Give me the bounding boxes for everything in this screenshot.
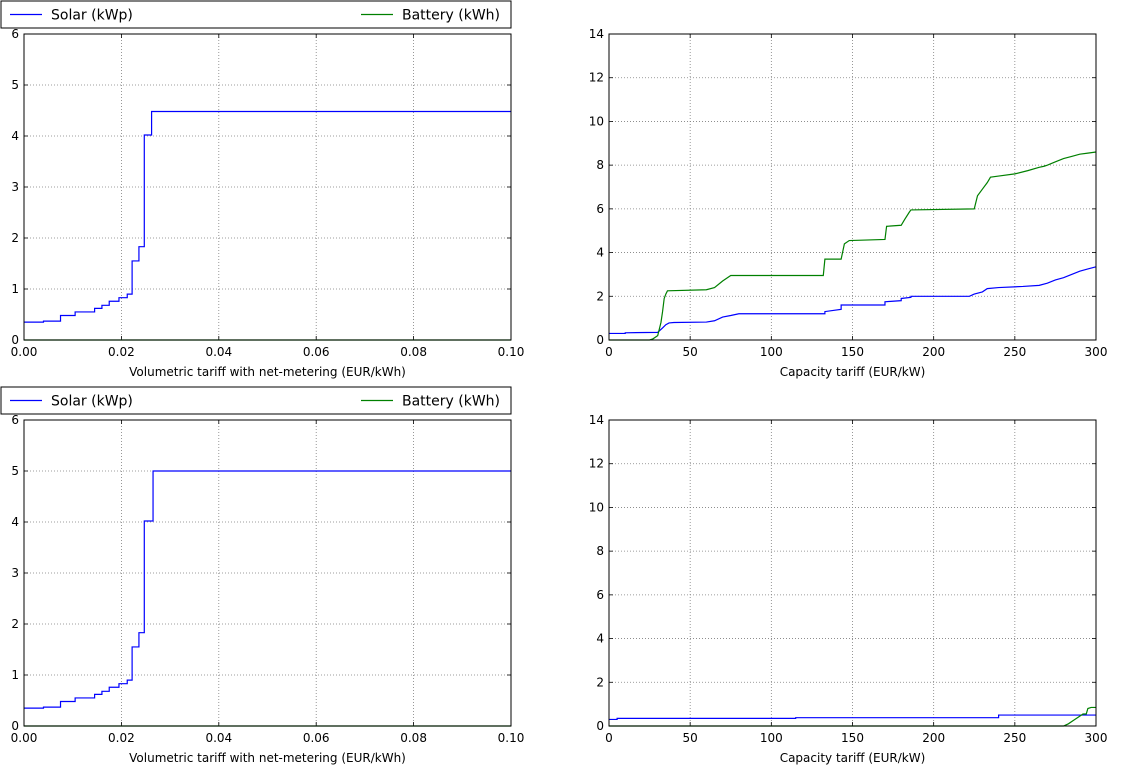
series-line-battery — [609, 151, 1097, 341]
x-tick-label: 200 — [922, 731, 945, 745]
y-tick-label: 2 — [11, 617, 19, 631]
legend: Solar (kWp) Battery (kWh) — [0, 0, 512, 29]
x-tick-label: 0 — [605, 345, 613, 359]
x-tick-label: 150 — [841, 345, 864, 359]
y-tick-label: 10 — [589, 114, 604, 128]
x-tick-label: 250 — [1003, 345, 1026, 359]
y-tick-label: 6 — [11, 413, 19, 427]
y-tick-label: 2 — [596, 675, 604, 689]
y-tick-label: 4 — [11, 129, 19, 143]
y-tick-label: 0 — [596, 333, 604, 347]
chart-panel-1: 0.00 0.02 0.04 0.06 0.08 0.10 0 1 2 3 4 5 6 Volumetri… — [0, 0, 525, 379]
x-tick-label: 0.06 — [303, 731, 330, 745]
y-tick-label: 4 — [11, 515, 19, 529]
y-tick-label: 4 — [596, 632, 604, 646]
legend-label-battery: Battery (kWh) — [402, 8, 500, 24]
y-tick-label: 8 — [596, 158, 604, 172]
x-tick-label: 250 — [1003, 731, 1026, 745]
y-tick-label: 5 — [11, 464, 19, 478]
legend: Solar (kWp) Battery (kWh) — [0, 386, 512, 415]
x-tick-label: 100 — [760, 345, 783, 359]
plot-frame — [23, 33, 512, 341]
y-tick-label: 6 — [596, 202, 604, 216]
series-line-solar — [24, 110, 511, 323]
x-tick-label: 50 — [683, 731, 698, 745]
x-tick-label: 0.00 — [11, 731, 38, 745]
x-tick-label: 0.02 — [108, 731, 135, 745]
x-tick-label: 300 — [1085, 731, 1108, 745]
x-tick-label: 0.02 — [108, 345, 135, 359]
series-line-solar — [24, 470, 511, 709]
legend-box — [0, 386, 512, 415]
plot-frame — [608, 419, 1097, 727]
x-tick-label: 200 — [922, 345, 945, 359]
x-axis-label: Capacity tariff (EUR/kW) — [780, 751, 926, 765]
y-tick-label: 10 — [589, 500, 604, 514]
y-tick-label: 1 — [11, 668, 19, 682]
y-tick-label: 8 — [596, 544, 604, 558]
x-axis-label: Volumetric tariff with net-metering (EUR… — [129, 365, 406, 379]
plot-frame — [608, 33, 1097, 341]
y-tick-label: 3 — [11, 566, 19, 580]
y-tick-label: 6 — [596, 588, 604, 602]
x-tick-label: 0.10 — [498, 345, 525, 359]
y-tick-label: 2 — [596, 289, 604, 303]
legend-label-solar: Solar (kWp) — [51, 394, 133, 410]
y-tick-label: 0 — [11, 719, 19, 733]
chart-panel-4: 0 50 100 150 200 250 300 0 2 4 6 8 10 12 14 Capacity ta… — [589, 413, 1108, 765]
x-tick-label: 150 — [841, 731, 864, 745]
series-line-battery — [609, 706, 1096, 727]
x-tick-label: 0.00 — [11, 345, 38, 359]
plot-frame — [23, 419, 512, 727]
y-tick-label: 2 — [11, 231, 19, 245]
x-axis-label: Volumetric tariff with net-metering (EUR… — [129, 751, 406, 765]
y-tick-label: 0 — [596, 719, 604, 733]
y-tick-label: 0 — [11, 333, 19, 347]
x-tick-label: 0.08 — [400, 345, 427, 359]
legend-label-solar: Solar (kWp) — [51, 8, 133, 24]
x-tick-label: 0.10 — [498, 731, 525, 745]
series-line-solar — [609, 266, 1097, 335]
x-axis-label: Capacity tariff (EUR/kW) — [780, 365, 926, 379]
x-tick-label: 100 — [760, 731, 783, 745]
y-tick-label: 12 — [589, 457, 604, 471]
x-tick-label: 0.04 — [205, 731, 232, 745]
chart-panel-2: 0 50 100 150 200 250 300 0 2 4 6 8 10 12 14 Capacity ta… — [589, 27, 1108, 379]
x-tick-label: 0 — [605, 731, 613, 745]
y-tick-label: 1 — [11, 282, 19, 296]
y-tick-label: 6 — [11, 27, 19, 41]
x-tick-label: 0.04 — [205, 345, 232, 359]
x-tick-label: 300 — [1085, 345, 1108, 359]
x-tick-label: 0.06 — [303, 345, 330, 359]
legend-box — [0, 0, 512, 29]
y-tick-label: 14 — [589, 27, 604, 41]
series-line-solar — [609, 714, 1096, 721]
y-tick-label: 3 — [11, 180, 19, 194]
y-tick-label: 12 — [589, 71, 604, 85]
legend-label-battery: Battery (kWh) — [402, 394, 500, 410]
y-tick-label: 14 — [589, 413, 604, 427]
x-tick-label: 0.08 — [400, 731, 427, 745]
y-tick-label: 5 — [11, 78, 19, 92]
y-tick-label: 4 — [596, 246, 604, 260]
chart-panel-3: 0.00 0.02 0.04 0.06 0.08 0.10 0 1 2 3 4 5 6 Volumetri… — [0, 386, 525, 765]
x-tick-label: 50 — [683, 345, 698, 359]
